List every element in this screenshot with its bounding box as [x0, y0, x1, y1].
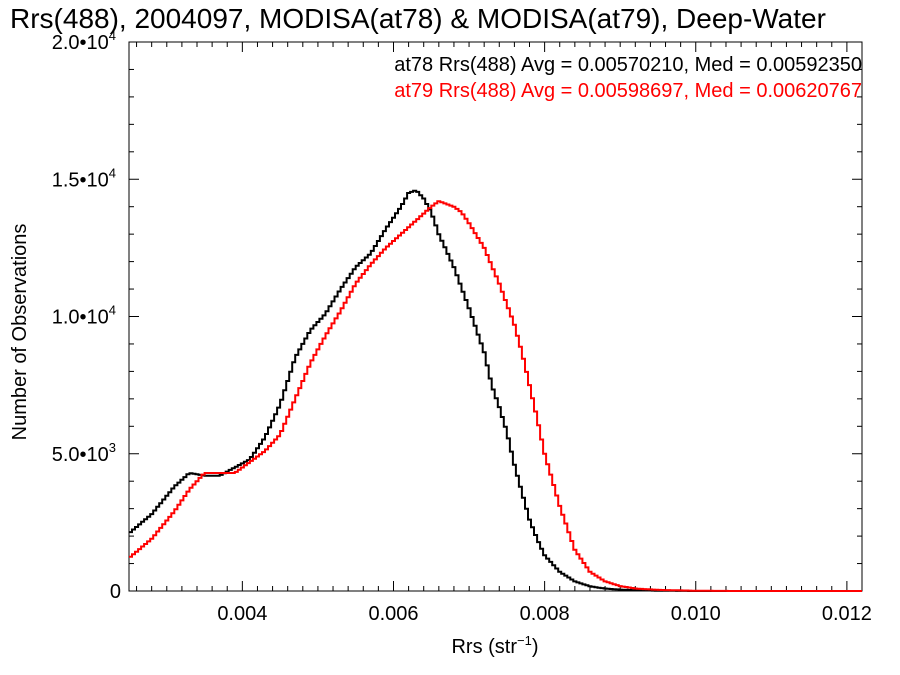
y-tick-label: 2.0•104 — [52, 28, 116, 54]
y-axis-ticks: 0 5.0•103 1.0•104 1.5•104 2.0•104 — [52, 28, 862, 603]
y-tick-label: 5.0•103 — [52, 440, 116, 466]
chart-title: Rrs(488), 2004097, MODISA(at78) & MODISA… — [10, 3, 826, 34]
annotation-at78: at78 Rrs(488) Avg = 0.00570210, Med = 0.… — [394, 54, 862, 76]
plot-frame — [128, 41, 863, 592]
x-tick-label: 0.008 — [520, 603, 570, 625]
series-layer — [129, 189, 862, 592]
x-tick-label: 0.010 — [671, 603, 721, 625]
x-axis-label: Rrs (str−1) — [451, 633, 538, 658]
x-tick-label: 0.006 — [368, 603, 418, 625]
y-tick-label: 0 — [110, 581, 121, 603]
y-tick-label: 1.5•104 — [52, 165, 116, 191]
y-tick-label: 1.0•104 — [52, 303, 116, 329]
series-line-at78 — [129, 189, 862, 592]
axes-frame — [128, 41, 863, 592]
annotation-at79: at79 Rrs(488) Avg = 0.00598697, Med = 0.… — [394, 80, 862, 102]
x-axis-ticks: 0.004 0.006 0.008 0.010 0.012 — [136, 42, 872, 625]
y-axis-label: Number of Observations — [9, 224, 31, 441]
x-tick-label: 0.012 — [822, 603, 872, 625]
x-tick-label: 0.004 — [217, 603, 267, 625]
series-line-at79 — [129, 200, 862, 592]
